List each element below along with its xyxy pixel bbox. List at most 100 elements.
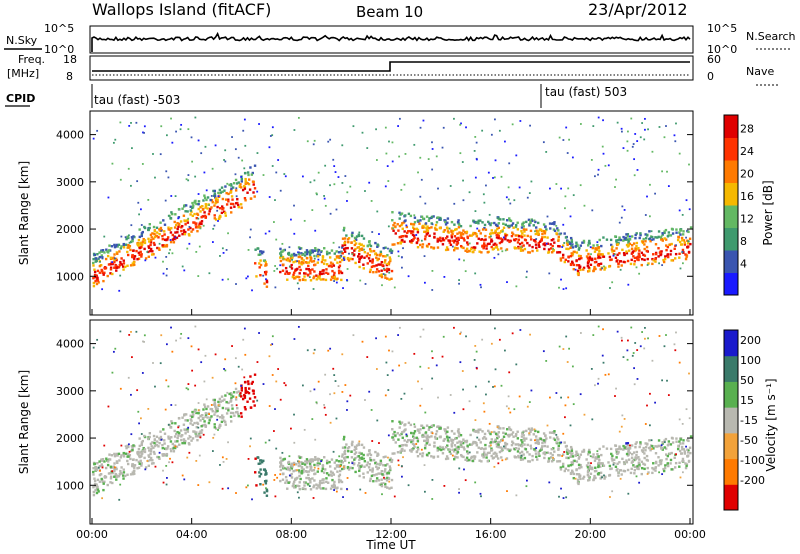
velocity-pixel [517,454,520,458]
velocity-pixel [189,418,192,421]
velocity-pixel [670,436,674,440]
velocity-pixel [197,348,200,351]
nsky-trace [91,31,691,52]
velocity-pixel [607,373,610,376]
power-pixel [287,252,290,255]
power-pixel [147,228,150,232]
power-pixel [496,224,499,227]
power-pixel [441,237,445,240]
velocity-pixel [115,452,119,456]
velocity-pixel [635,454,638,457]
power-pixel [473,150,476,152]
velocity-pixel [292,461,296,465]
power-pixel [608,265,611,268]
velocity-pixel [644,423,647,425]
velocity-pixel [651,359,654,362]
power-pixel [446,230,450,233]
power-pixel [522,244,525,247]
power-pixel [593,261,597,264]
velocity-pixel [682,471,684,474]
velocity-pixel [301,384,304,387]
velocity-pixel [120,466,123,469]
velocity-pixel [138,422,140,425]
velocity-pixel [556,460,559,463]
velocity-pixel [619,477,622,480]
power-pixel [224,149,227,152]
velocity-pixel [615,456,618,459]
velocity-pixel [443,485,446,487]
power-pixel [112,141,115,144]
power-pixel [313,254,316,258]
velocity-pixel [100,477,103,481]
velocity-pixel [678,449,682,453]
power-pixel [477,229,481,232]
power-pixel [371,258,374,261]
power-pixel [546,215,549,218]
velocity-pixel [689,435,693,438]
power-pixel [191,214,195,218]
velocity-pixel [627,492,630,495]
velocity-pixel [149,442,153,446]
velocity-pixel [583,413,586,416]
velocity-pixel [170,436,173,439]
velocity-pixel [621,414,624,417]
power-pixel [153,232,156,236]
power-pixel [188,242,191,245]
velocity-pixel [660,459,663,462]
power-pixel [222,251,225,254]
power-pixel [401,222,404,225]
velocity-pixel [398,444,401,448]
power-pixel [400,188,403,191]
power-pixel [592,269,595,273]
power-pixel [131,237,134,241]
power-pixel [534,240,537,243]
velocity-pixel [643,456,646,460]
velocity-pixel [391,428,394,431]
power-pixel [152,225,156,229]
velocity-pixel [462,446,466,449]
velocity-pixel [143,434,146,438]
power-pixel [275,171,278,174]
power-pixel [457,236,460,240]
velocity-pixel [661,448,664,451]
velocity-pixel [152,434,156,438]
velocity-pixel [624,445,628,449]
power-pixel [625,252,629,255]
power-pixel [419,195,422,198]
power-pixel [579,268,582,272]
power-pixel [126,264,129,267]
power-pixel [290,218,292,221]
power-pixel [331,269,334,273]
power-pixel [343,241,346,245]
power-pixel [122,262,126,265]
power-pixel [224,211,227,215]
power-pixel [441,243,445,246]
power-pixel [520,226,524,229]
power-pixel [343,255,346,259]
x-tick-label: 16:00 [475,528,507,541]
velocity-pixel [165,464,168,467]
power-pixel [427,158,430,160]
velocity-pixel [322,471,326,474]
power-pixel [664,255,667,258]
velocity-pixel [502,431,505,435]
power-pixel [243,172,247,175]
velocity-pixel [431,478,434,481]
power-pixel [514,225,518,229]
power-pixel [391,243,394,246]
velocity-pixel [94,466,98,469]
velocity-pixel [303,484,306,487]
power-pixel [279,270,282,274]
power-pixel [449,243,453,247]
velocity-pixel [589,467,593,470]
velocity-pixel [687,459,691,463]
velocity-pixel [132,458,135,461]
velocity-pixel [658,471,660,474]
velocity-pixel [663,441,666,444]
power-pixel [329,212,332,215]
velocity-pixel [412,447,415,450]
velocity-pixel [333,489,336,491]
velocity-pixel [172,446,175,450]
power-pixel [108,244,111,247]
power-pixel [523,234,526,237]
